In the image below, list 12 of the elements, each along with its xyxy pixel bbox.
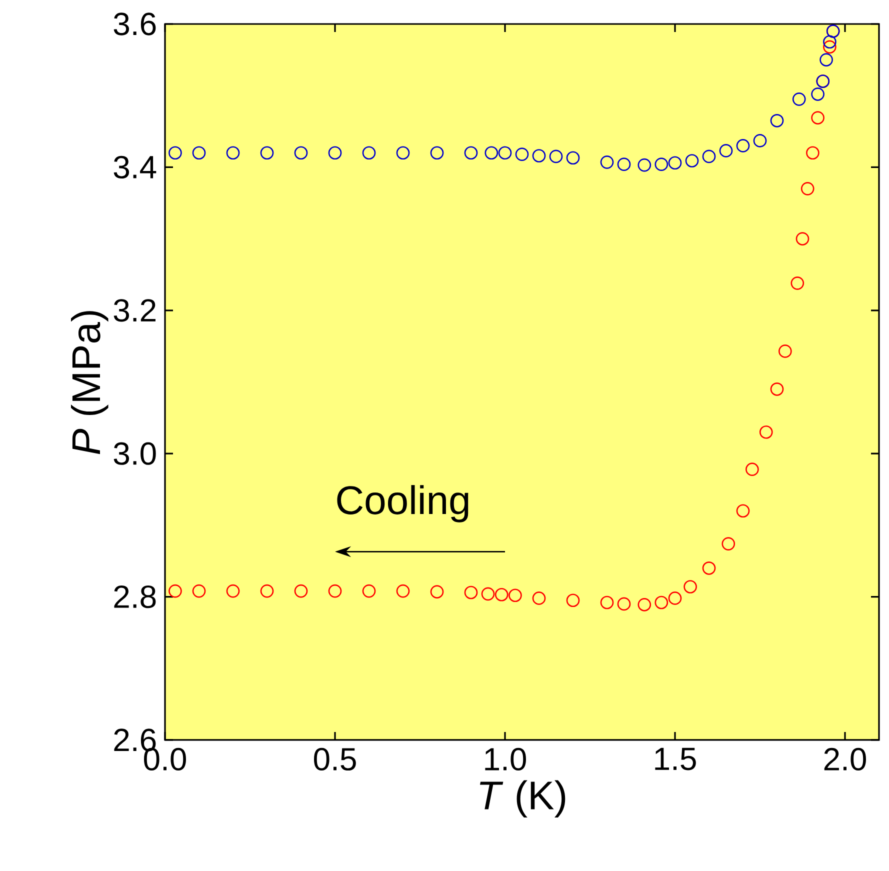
x-axis-title: T (K)	[480, 780, 566, 818]
y-tick-label: 3.0	[114, 442, 156, 465]
annotation: Cooling	[337, 485, 468, 522]
x-tick-label: 1.5	[655, 748, 696, 770]
x-tick-label: 1.0	[485, 748, 526, 771]
x-tick-label: 2.0	[824, 748, 866, 771]
y-tick-label: 3.6	[114, 12, 156, 36]
y-tick-label: 3.4	[114, 156, 156, 179]
x-tick-label: 0.5	[314, 748, 356, 771]
y-axis-title: P (MPa)	[70, 311, 108, 454]
y-tick-label: 3.2	[114, 299, 156, 322]
y-tick-label: 2.8	[114, 585, 156, 608]
